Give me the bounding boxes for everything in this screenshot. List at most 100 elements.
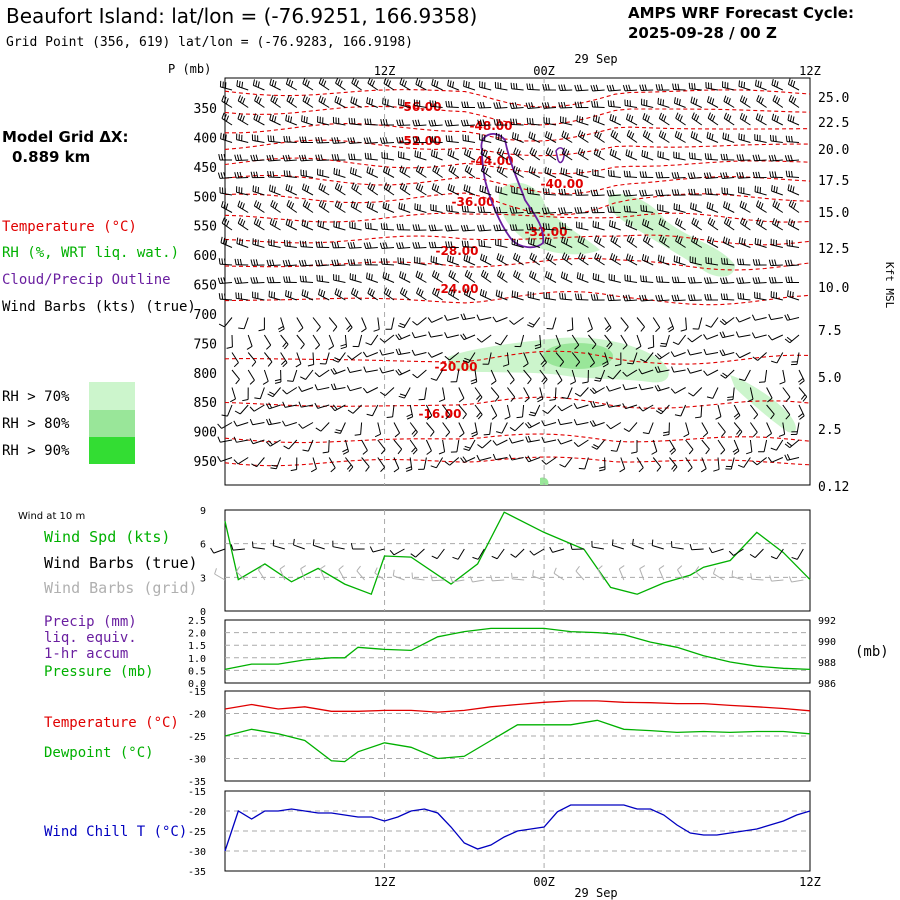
- wind-barb: [789, 334, 800, 344]
- wind-barb: [771, 244, 783, 248]
- wind-barb: [625, 404, 638, 410]
- wind-barb: [430, 229, 443, 232]
- time-height-panel: -56.00-52.00-48.00-44.00-40.00-36.00-32.…: [194, 77, 896, 495]
- wind-barb-flag: [772, 200, 776, 206]
- wind-barb-flag: [272, 96, 276, 103]
- wind-barb-flag: [496, 224, 499, 231]
- wind-barb-flag: [269, 391, 275, 396]
- wind-barb-flag: [371, 99, 374, 106]
- wind-barb: [268, 264, 281, 267]
- wind-barb-flag: [278, 328, 285, 333]
- wind-barb-flag: [371, 290, 375, 297]
- wind-barb: [333, 264, 346, 267]
- wind-barb-flag: [434, 289, 438, 296]
- wind-barb-flag: [799, 415, 805, 420]
- wind-barb: [365, 142, 378, 145]
- wind-barb: [366, 352, 378, 358]
- wind-barb-flag: [482, 254, 485, 261]
- wind-barb-flag: [353, 259, 356, 266]
- wind-barb-flag: [452, 556, 459, 560]
- wind-barb: [446, 106, 459, 108]
- wind-barb-flag: [249, 438, 254, 445]
- wind-barb-flag: [607, 344, 613, 350]
- wind-barb-flag: [274, 81, 277, 88]
- legend-wind: Wind Barbs (kts) (true): [2, 299, 196, 315]
- wind-barb: [782, 369, 786, 382]
- wind-barb: [786, 176, 800, 178]
- wind-barb-flag: [758, 259, 761, 266]
- wind-barb-flag: [530, 238, 533, 245]
- wind-barb-flag: [609, 219, 611, 227]
- wind-barb-flag: [492, 440, 498, 446]
- wind-barb-flag: [784, 443, 791, 449]
- wind-barb-flag: [739, 200, 743, 207]
- wind-barb-flag: [788, 94, 792, 101]
- wind-barb-flag: [416, 151, 419, 158]
- wind-barb: [463, 259, 476, 266]
- wind-barb-flag: [766, 433, 772, 438]
- wind-barb: [539, 369, 548, 380]
- wind-barb-flag: [226, 346, 233, 349]
- wind-barb-flag: [417, 79, 421, 86]
- wind-barb-flag: [347, 355, 353, 360]
- wind-barb: [383, 171, 395, 178]
- wind-barb-flag: [524, 456, 530, 463]
- wind-barb: [236, 159, 249, 162]
- wind-barb-flag: [269, 171, 272, 178]
- wind-barb-flag: [725, 96, 729, 103]
- height-tick: 7.5: [818, 324, 841, 339]
- wind-barb-flag: [355, 203, 359, 210]
- wind-barb-flag: [298, 423, 303, 429]
- wind-barb-flag: [484, 291, 487, 298]
- wind-barb-flag: [660, 255, 663, 262]
- wind-barb: [625, 105, 638, 108]
- wind-barb-flag: [498, 206, 502, 213]
- wind-barb: [409, 404, 414, 417]
- wind-barb-flag: [721, 257, 723, 264]
- wind-barb-flag: [504, 416, 511, 420]
- wind-barb-flag: [651, 451, 658, 455]
- wind-barb-flag: [557, 405, 563, 412]
- wind-barb: [365, 247, 378, 249]
- wind-barb-flag: [549, 168, 552, 175]
- windchill-line: [224, 804, 811, 852]
- wind-barb-flag: [757, 114, 761, 121]
- wind-barb-flag: [461, 205, 464, 212]
- wind-barb-flag: [687, 172, 691, 179]
- wind-barb: [725, 369, 735, 379]
- wind-barb-flag: [364, 118, 367, 125]
- wind-barb-flag: [561, 396, 568, 400]
- rh70-swatch: [89, 382, 135, 410]
- wind-barb-flag: [738, 378, 746, 382]
- wind-barb-flag: [708, 132, 712, 139]
- wind-barb-flag: [403, 273, 407, 280]
- wind-barb-flag: [646, 151, 649, 158]
- wind-barb-flag: [430, 465, 437, 469]
- wind-barb-flag: [557, 438, 562, 445]
- wind-barb-flag: [706, 277, 710, 284]
- wind-barb: [479, 317, 492, 321]
- wind-barb-flag: [250, 171, 253, 178]
- wind-barb: [382, 369, 395, 374]
- wind-barb-flag: [736, 277, 739, 284]
- wind-barb-flag: [387, 203, 390, 210]
- pressure-tick: 550: [194, 220, 217, 235]
- wind-barb-flag: [612, 131, 616, 138]
- wind-barb: [431, 155, 443, 161]
- wind-barb-flag: [658, 130, 662, 137]
- wind-barb-flag: [339, 185, 343, 192]
- wind-barb: [269, 84, 281, 91]
- wind-barb-flag: [533, 133, 536, 140]
- wind-barb-flag: [320, 154, 323, 161]
- wind-barb: [677, 569, 685, 581]
- wind-barb-flag: [531, 271, 535, 278]
- wind-barb-flag: [320, 136, 323, 143]
- wind-barb-flag: [639, 171, 642, 178]
- wind-barb-flag: [590, 294, 594, 301]
- wind-barb-flag: [338, 565, 344, 570]
- wind-barb: [333, 122, 346, 126]
- wind-barb-flag: [306, 221, 309, 228]
- wind-barb-flag: [531, 118, 534, 125]
- wind-barb-flag: [736, 172, 739, 179]
- wind-barb-flag: [387, 273, 390, 280]
